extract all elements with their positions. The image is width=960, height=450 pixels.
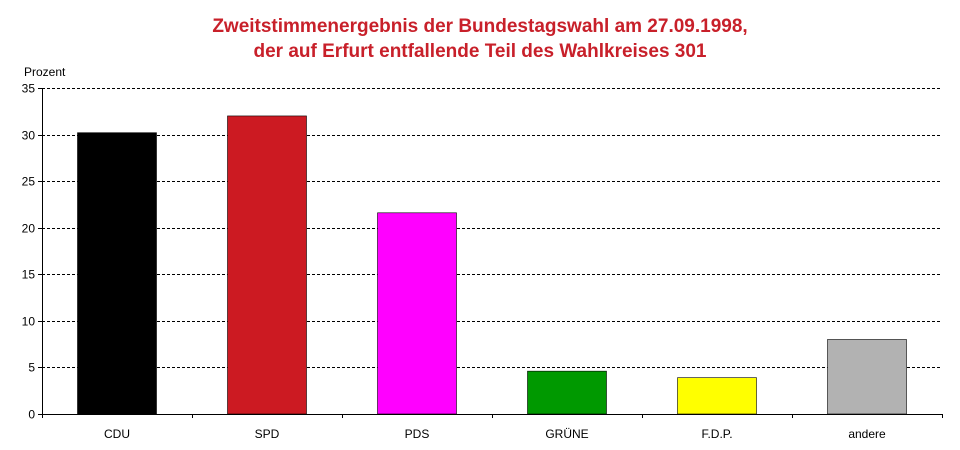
bar-cdu [77, 132, 157, 415]
x-tick-label: GRÜNE [545, 427, 588, 441]
y-tick-label: 30 [22, 129, 36, 143]
y-tick-label: 20 [22, 222, 36, 236]
y-tick-label: 5 [28, 361, 35, 375]
x-tick-label: F.D.P. [701, 427, 732, 441]
chart-title-line-2: der auf Erfurt entfallende Teil des Wahl… [253, 41, 707, 62]
chart-title: Zweitstimmenergebnis der Bundestagswahl … [0, 14, 960, 64]
x-tick-label: SPD [255, 427, 280, 441]
bar-gr-ne [527, 370, 607, 415]
y-tick-label: 25 [22, 175, 36, 189]
y-tick-label: 10 [22, 315, 36, 329]
bar-spd [227, 115, 307, 415]
bar-pds [377, 212, 457, 415]
bar-andere [827, 339, 907, 415]
y-tick-label: 35 [22, 82, 36, 96]
bars [77, 115, 907, 415]
y-tick-label: 0 [28, 408, 35, 422]
x-tick-label: PDS [405, 427, 430, 441]
gridlines [42, 88, 942, 368]
chart-title-line-1: Zweitstimmenergebnis der Bundestagswahl … [212, 16, 748, 37]
bar-f-d-p [677, 377, 757, 415]
y-axis-title: Prozent [24, 65, 66, 79]
axes: 0 5 10 15 20 25 30 35 CDU SPD PDS GRÜNE F.D.P. andere [22, 82, 943, 441]
x-tick-label: andere [848, 427, 886, 441]
x-tick-label: CDU [104, 427, 130, 441]
y-tick-label: 15 [22, 268, 36, 282]
